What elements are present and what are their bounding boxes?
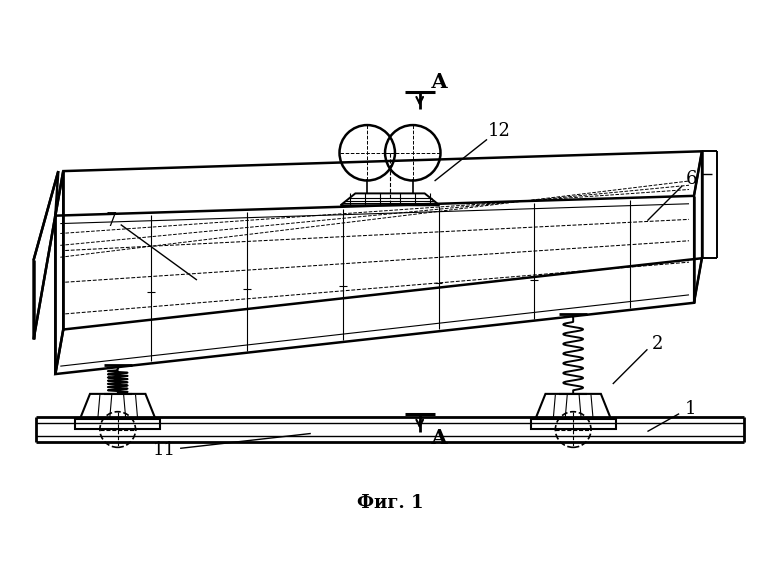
- Text: 1: 1: [684, 400, 696, 418]
- Text: А: А: [431, 428, 448, 449]
- Text: А: А: [431, 72, 448, 92]
- Text: 7: 7: [105, 212, 116, 230]
- Text: 11: 11: [153, 441, 176, 459]
- Text: Фиг. 1: Фиг. 1: [356, 494, 424, 512]
- Text: 2: 2: [651, 336, 663, 354]
- Text: 12: 12: [488, 123, 510, 141]
- Text: 6: 6: [686, 170, 698, 188]
